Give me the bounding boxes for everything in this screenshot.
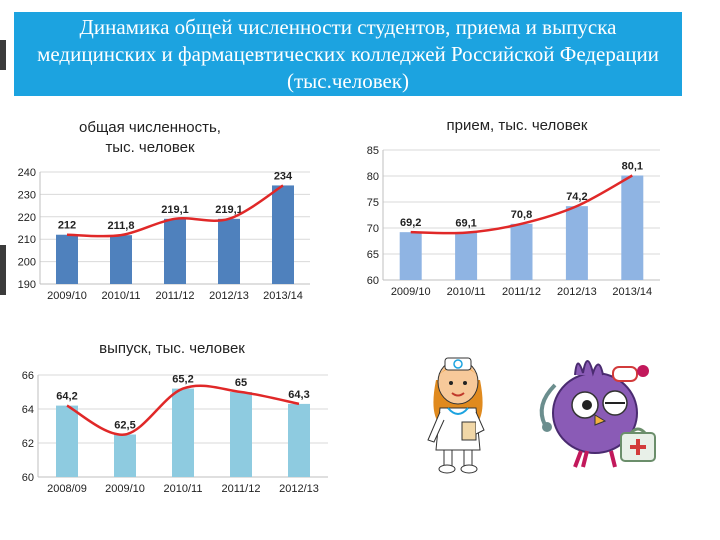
- chart-panel-graduation: выпуск, тыс. человек 60 62 64 66 2008/09 64,2 2…: [10, 335, 335, 510]
- chart-title: общая численность,: [79, 119, 221, 136]
- x-tick-label: 2009/10: [105, 483, 145, 495]
- data-label: 219,1: [215, 204, 243, 216]
- bar: [565, 206, 588, 280]
- y-tick-label: 64: [22, 404, 34, 416]
- chart-title: тыс. человек: [105, 139, 195, 156]
- y-tick-label: 200: [18, 257, 36, 269]
- y-tick-label: 190: [18, 279, 36, 291]
- x-tick-label: 2013/14: [612, 286, 652, 298]
- bar: [110, 235, 132, 284]
- left-edge-strip: [0, 40, 6, 70]
- y-tick-label: 230: [18, 189, 36, 201]
- x-tick-label: 2013/14: [263, 290, 303, 302]
- x-tick-label: 2011/12: [156, 290, 195, 302]
- y-tick-label: 240: [18, 167, 36, 179]
- data-label: 65: [235, 377, 247, 389]
- chart-panel-admission: прием, тыс. человек 60 65 70 75 80 85 2009/10 69…: [355, 112, 675, 312]
- x-tick-label: 2011/12: [222, 483, 261, 495]
- data-label: 211,8: [108, 220, 135, 232]
- y-tick-label: 60: [367, 275, 379, 287]
- bar: [399, 232, 422, 280]
- x-tick-label: 2008/09: [47, 483, 87, 495]
- data-label: 69,2: [400, 217, 421, 229]
- bar: [172, 388, 194, 477]
- data-label: 80,1: [622, 160, 643, 172]
- x-tick-label: 2011/12: [502, 286, 541, 298]
- bar: [288, 403, 310, 477]
- bar: [621, 175, 644, 280]
- data-label: 62,5: [114, 420, 135, 432]
- data-label: 69,1: [455, 218, 476, 230]
- y-tick-label: 80: [367, 171, 379, 183]
- bar: [272, 185, 294, 284]
- bar: [218, 218, 240, 284]
- trend-line: [66, 184, 284, 238]
- x-tick-label: 2009/10: [391, 286, 431, 298]
- x-tick-label: 2010/11: [447, 286, 486, 298]
- bar: [230, 392, 252, 477]
- x-tick-label: 2010/11: [102, 290, 141, 302]
- trend-line: [66, 384, 300, 436]
- x-tick-label: 2010/11: [164, 483, 203, 495]
- data-label: 65,2: [172, 374, 193, 386]
- data-label: 234: [274, 170, 293, 182]
- bar: [114, 434, 136, 477]
- y-tick-label: 85: [367, 145, 379, 157]
- data-label: 219,1: [161, 204, 189, 216]
- bar: [56, 234, 78, 284]
- left-edge-strip: [0, 245, 6, 295]
- chart-admission: прием, тыс. человек 60 65 70 75 80 85 2009/10 69…: [367, 117, 660, 298]
- data-label: 212: [58, 220, 76, 232]
- x-tick-label: 2012/13: [557, 286, 597, 298]
- bird-doctor-illustration: [539, 360, 656, 468]
- data-label: 74,2: [566, 191, 587, 203]
- slide-title: Динамика общей численности студентов, пр…: [37, 14, 659, 93]
- chart-graduation: выпуск, тыс. человек 60 62 64 66 2008/09 64,2 2…: [22, 340, 328, 495]
- chart-title: прием, тыс. человек: [447, 117, 588, 134]
- bar: [510, 223, 533, 280]
- x-tick-label: 2012/13: [209, 290, 249, 302]
- bar: [56, 405, 78, 477]
- chart-total: общая численность, тыс. человек 190 200 210 2…: [18, 119, 310, 302]
- bar: [455, 232, 478, 280]
- chart-title: выпуск, тыс. человек: [99, 340, 245, 357]
- x-tick-label: 2012/13: [279, 483, 319, 495]
- nurse-illustration: [427, 357, 485, 474]
- y-tick-label: 210: [18, 234, 36, 246]
- trend-line: [410, 174, 633, 235]
- y-tick-label: 65: [367, 249, 379, 261]
- y-tick-label: 66: [22, 370, 34, 382]
- chart-panel-total: общая численность, тыс. человек 190 200 210 2…: [10, 112, 320, 312]
- x-tick-label: 2009/10: [47, 290, 87, 302]
- y-tick-label: 60: [22, 472, 34, 484]
- y-tick-label: 75: [367, 197, 379, 209]
- data-label: 64,3: [288, 389, 309, 401]
- data-label: 70,8: [511, 209, 532, 221]
- bar: [164, 218, 186, 284]
- title-banner: [14, 12, 682, 96]
- y-tick-label: 70: [367, 223, 379, 235]
- data-label: 64,2: [56, 391, 77, 403]
- y-tick-label: 62: [22, 438, 34, 450]
- y-tick-label: 220: [18, 212, 36, 224]
